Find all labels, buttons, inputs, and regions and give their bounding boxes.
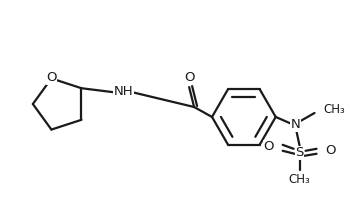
Text: O: O [184, 71, 194, 84]
Text: O: O [46, 71, 57, 84]
Text: NH: NH [113, 85, 133, 98]
Text: CH₃: CH₃ [323, 103, 345, 116]
Text: CH₃: CH₃ [289, 173, 310, 186]
Text: N: N [291, 119, 301, 131]
Text: O: O [264, 140, 274, 153]
Text: O: O [325, 144, 336, 157]
Text: S: S [295, 146, 304, 159]
